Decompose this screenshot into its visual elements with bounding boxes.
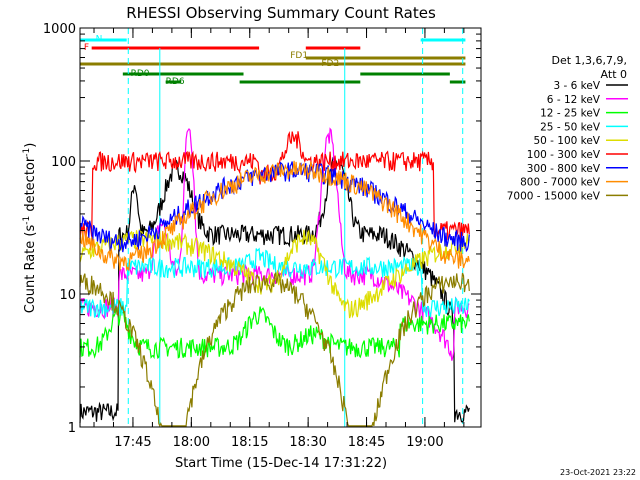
legend-label: 25 - 50 keV	[540, 121, 601, 133]
x-tick-label: 18:00	[173, 435, 210, 450]
series-line	[79, 131, 470, 242]
y-tick-label: 1	[68, 421, 76, 436]
y-tick-label: 10	[59, 288, 76, 303]
series-line	[79, 156, 470, 424]
flag-label: FD1	[290, 51, 308, 61]
x-tick-label: 18:45	[348, 435, 385, 450]
legend-header-1: Det 1,3,6,7,9,	[551, 54, 627, 67]
series-lines	[79, 127, 470, 428]
y-tick-label: 1000	[43, 22, 76, 37]
legend-label: 800 - 7000 keV	[520, 177, 601, 189]
x-tick-label: 17:45	[114, 435, 151, 450]
legend-label: 7000 - 15000 keV	[507, 190, 601, 202]
legend-header-2: Att 0	[601, 68, 627, 81]
x-tick-label: 18:15	[231, 435, 268, 450]
x-tick-label: 19:00	[406, 435, 443, 450]
legend-label: 12 - 25 keV	[540, 108, 601, 120]
flag-label: FD2	[321, 59, 339, 69]
chart-title: RHESSI Observing Summary Count Rates	[126, 4, 436, 22]
flag-bars: NF FD1 FD2 RD0 RD6	[80, 35, 466, 87]
y-tick-label: 100	[51, 155, 76, 170]
flag-label: RD6	[166, 77, 185, 87]
legend-label: 3 - 6 keV	[553, 80, 600, 92]
flag-label: RD0	[131, 69, 150, 79]
series-line	[79, 247, 470, 318]
timestamp: 23-Oct-2021 23:22	[560, 468, 636, 477]
series-line	[79, 271, 470, 428]
plot-frame	[79, 27, 482, 428]
legend-label: 6 - 12 keV	[547, 94, 601, 106]
flag-label: N	[96, 35, 103, 45]
flag-label: F	[84, 43, 89, 53]
legend-label: 50 - 100 keV	[533, 135, 600, 147]
legend-label: 100 - 300 keV	[527, 149, 601, 161]
legend-label: 300 - 800 keV	[527, 163, 601, 175]
x-axis-ticks: 17:45 18:00 18:15 18:30 18:45 19:00	[93, 28, 465, 450]
x-axis-label: Start Time (15-Dec-14 17:31:22)	[175, 456, 387, 471]
y-axis-label: Count Rate (s-1 detector-1)	[22, 143, 38, 314]
y-axis-ticks: 1 10 100 1000	[43, 22, 481, 436]
x-tick-label: 18:30	[289, 435, 326, 450]
series-line	[79, 160, 470, 272]
